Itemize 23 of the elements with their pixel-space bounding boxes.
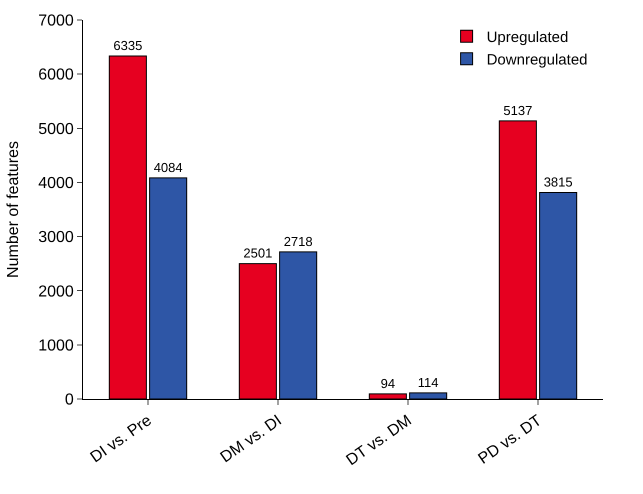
y-tick-label: 1000 xyxy=(38,337,74,354)
y-tick-label: 7000 xyxy=(38,12,74,30)
y-tick-label: 2000 xyxy=(38,283,74,300)
y-tick-label: 3000 xyxy=(38,229,74,246)
data-label: 3815 xyxy=(544,174,573,190)
x-tick-label: DI vs. Pre xyxy=(88,412,155,466)
y-axis-title: Number of features xyxy=(5,141,22,278)
y-tick-label: 4000 xyxy=(38,175,74,192)
data-label: 114 xyxy=(418,374,439,390)
data-label: 94 xyxy=(380,376,396,391)
y-tick-label: 6000 xyxy=(38,66,74,84)
x-tick-label: DT vs. DM xyxy=(343,412,415,470)
data-label: 2718 xyxy=(284,234,313,249)
data-label: 6335 xyxy=(113,38,142,53)
y-tick-label: 5000 xyxy=(38,120,74,138)
legend-label: Downregulated xyxy=(486,52,588,69)
data-label: 2501 xyxy=(243,246,272,261)
x-tick-label: PD vs. DT xyxy=(475,412,546,468)
data-label: 4084 xyxy=(154,160,183,175)
y-tick-label: 0 xyxy=(64,392,74,409)
data-label: 5137 xyxy=(503,102,532,118)
x-tick-label: DM vs. DI xyxy=(218,412,285,466)
legend-label: Upregulated xyxy=(486,29,568,46)
